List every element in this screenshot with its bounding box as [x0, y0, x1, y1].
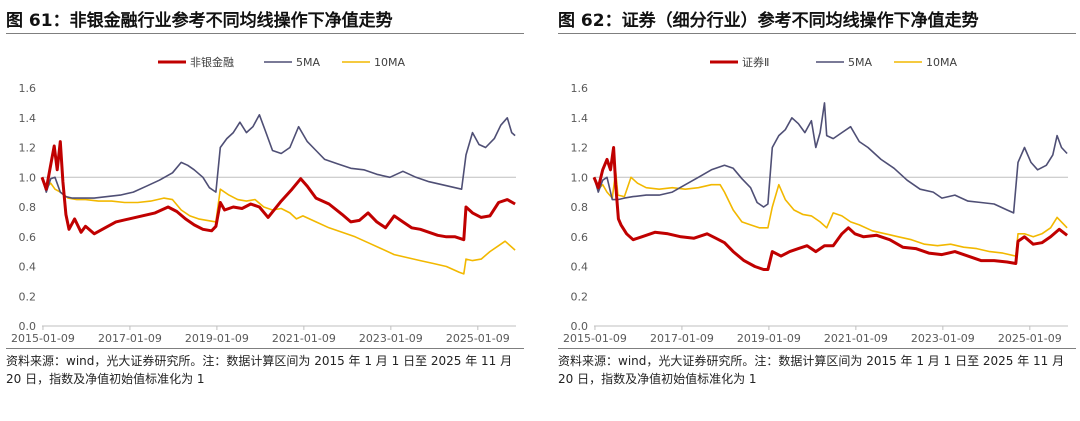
- legend-label: 证券Ⅱ: [742, 55, 769, 69]
- legend-label: 10MA: [926, 56, 957, 69]
- y-tick-label: 1.6: [571, 82, 589, 95]
- x-tick-label: 2023-01-09: [911, 332, 975, 344]
- x-tick-label: 2015-01-09: [563, 332, 627, 344]
- title-divider: [558, 33, 1076, 34]
- y-tick-label: 0.6: [19, 231, 37, 244]
- line-chart-61: 0.0 0.2 0.4 0.6 0.8 1.0 1.2 1.4 1.6 2015-01-09 201…: [11, 55, 516, 344]
- legend-label: 5MA: [848, 56, 872, 69]
- x-tick-label: 2015-01-09: [11, 332, 75, 344]
- series-line-1: [593, 102, 1068, 214]
- y-tick-label: 0.4: [571, 261, 589, 274]
- source-note: 资料来源：wind，光大证券研究所。注：数据计算区间为 2015 年 1 月 1…: [558, 354, 1065, 386]
- series-line-0: [592, 146, 1069, 271]
- x-tick-label: 2021-01-09: [824, 332, 888, 344]
- y-tick-label: 0.8: [571, 201, 589, 214]
- x-tick-label: 2017-01-09: [650, 332, 714, 344]
- series-line-0: [40, 140, 516, 242]
- x-tick-label: 2019-01-09: [737, 332, 801, 344]
- y-tick-label: 1.0: [571, 171, 589, 184]
- y-tick-label: 0.6: [571, 231, 589, 244]
- y-tick-label: 1.4: [19, 112, 37, 125]
- legend-label: 非银金融: [190, 55, 234, 69]
- figure-title: 图 62：证券（细分行业）参考不同均线操作下净值走势: [558, 11, 979, 31]
- y-tick-label: 1.2: [571, 142, 589, 155]
- legend-label: 5MA: [296, 56, 320, 69]
- y-tick-label: 1.0: [19, 171, 37, 184]
- title-divider: [6, 33, 524, 34]
- series-line-2: [41, 176, 516, 275]
- y-tick-label: 0.8: [19, 201, 37, 214]
- figure-panel-61: 图 61：非银金融行业参考不同均线操作下净值走势 0.0 0.2 0.4 0.6 0.8…: [6, 0, 528, 421]
- series-line-2: [593, 170, 1068, 257]
- line-chart-62: 0.0 0.2 0.4 0.6 0.8 1.0 1.2 1.4 1.6 2015-01-09 201…: [563, 55, 1069, 344]
- y-tick-label: 0.4: [19, 261, 37, 274]
- x-tick-label: 2017-01-09: [98, 332, 162, 344]
- y-tick-label: 1.2: [19, 142, 37, 155]
- source-divider: [558, 348, 1076, 349]
- source-divider: [6, 348, 524, 349]
- x-tick-label: 2023-01-09: [359, 332, 423, 344]
- y-tick-label: 0.2: [571, 290, 589, 303]
- x-tick-label: 2021-01-09: [272, 332, 336, 344]
- figure-title: 图 61：非银金融行业参考不同均线操作下净值走势: [6, 11, 393, 31]
- y-tick-label: 0.0: [571, 320, 589, 333]
- x-tick-label: 2025-01-09: [446, 332, 510, 344]
- source-note: 资料来源：wind，光大证券研究所。注：数据计算区间为 2015 年 1 月 1…: [6, 354, 513, 386]
- figure-panel-62: 图 62：证券（细分行业）参考不同均线操作下净值走势 0.0 0.2 0.4 0.6 0…: [558, 0, 1080, 421]
- legend-label: 10MA: [374, 56, 405, 69]
- y-tick-label: 1.4: [571, 112, 589, 125]
- y-tick-label: 0.2: [19, 290, 37, 303]
- series-line-1: [41, 114, 516, 199]
- x-tick-label: 2019-01-09: [185, 332, 249, 344]
- y-tick-label: 1.6: [19, 82, 37, 95]
- x-tick-label: 2025-01-09: [998, 332, 1062, 344]
- y-tick-label: 0.0: [19, 320, 37, 333]
